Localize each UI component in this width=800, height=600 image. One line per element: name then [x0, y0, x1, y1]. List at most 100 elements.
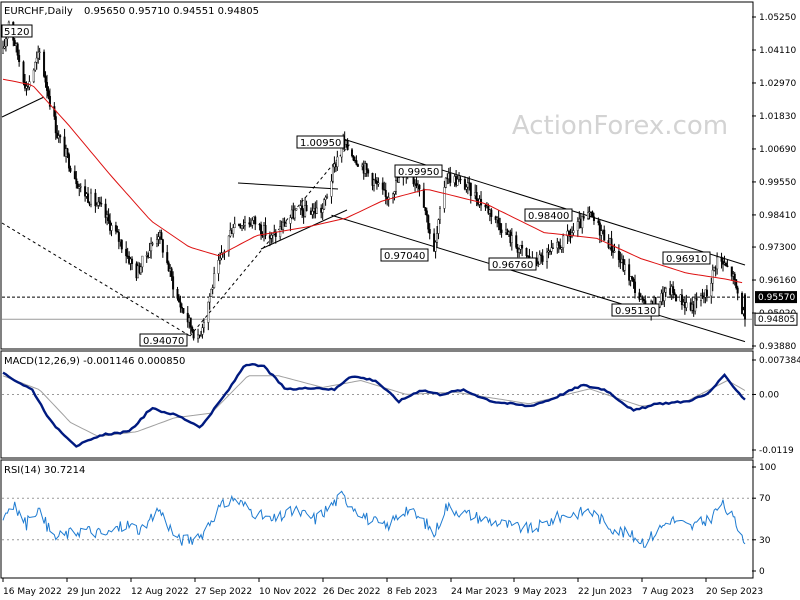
candle-body: [456, 179, 459, 186]
rsi-tick-label: 100: [759, 463, 776, 473]
candles: [2, 20, 747, 343]
candle-body: [741, 293, 744, 314]
macd-tick-label: 0.007384: [759, 356, 800, 366]
candle-body: [570, 232, 573, 237]
candle-body: [546, 251, 549, 262]
candle-body: [260, 224, 263, 235]
rsi-tick-label: 0: [759, 567, 765, 577]
candle-body: [242, 225, 245, 227]
candle-body: [434, 242, 437, 252]
candle-body: [311, 211, 314, 215]
candle-body: [393, 191, 396, 195]
candle-body: [375, 181, 378, 185]
date-tick-label: 8 Feb 2023: [387, 587, 437, 597]
candle-body: [497, 217, 500, 224]
candle-body: [293, 209, 296, 219]
candle-body: [232, 227, 235, 234]
candle-body: [37, 51, 40, 59]
candle-body: [551, 247, 554, 249]
candle-body: [98, 201, 101, 204]
annotation-0-99950: 0.99950: [394, 164, 443, 178]
candle-body: [97, 201, 100, 206]
annotation-1-05120: 5120: [1, 24, 33, 38]
candle-body: [735, 279, 738, 289]
candle-body: [326, 196, 329, 198]
price-tick-label: 0.93880: [759, 342, 796, 352]
candle-body: [107, 214, 110, 221]
candle-body: [346, 140, 349, 150]
date-tick-label: 27 Sep 2022: [195, 587, 252, 597]
macd-signal-line: [2, 375, 746, 437]
candle-body: [568, 230, 571, 235]
svg-text:0.98400: 0.98400: [528, 211, 569, 222]
candle-body: [592, 216, 595, 222]
svg-text:5120: 5120: [4, 27, 29, 38]
price-tick-label: 1.05250: [759, 13, 796, 23]
candle-body: [210, 288, 213, 297]
candle-body: [180, 306, 183, 309]
candle-body: [321, 208, 324, 213]
candle-body: [192, 331, 195, 339]
price-panel: [0, 1, 754, 350]
candle-body: [94, 192, 97, 207]
candle-body: [638, 292, 641, 300]
date-axis: 16 May 2022 29 Jun 2022 12 Aug 2022 27 Sep …: [2, 578, 763, 597]
candle-body: [155, 239, 158, 244]
candle-body: [32, 69, 35, 82]
candle-body: [330, 180, 333, 197]
rsi-tick-label: 30: [759, 536, 771, 546]
candle-body: [289, 217, 292, 224]
candle-body: [672, 286, 675, 293]
candle-body: [264, 225, 267, 236]
candle-body: [23, 81, 26, 89]
candle-body: [220, 252, 223, 259]
candle-body: [427, 215, 430, 230]
candle-body: [367, 169, 370, 174]
candle-body: [726, 265, 729, 267]
candle-body: [383, 189, 386, 191]
candle-body: [475, 192, 478, 201]
candle-body: [587, 212, 590, 219]
date-tick-label: 7 Aug 2023: [642, 587, 694, 597]
candle-body: [576, 221, 579, 231]
candle-body: [117, 232, 120, 242]
candle-body: [201, 327, 204, 335]
candle-body: [238, 223, 241, 226]
reference-lines: [2, 296, 752, 320]
candle-body: [243, 222, 246, 226]
price-tick-label: 0.96160: [759, 276, 796, 286]
candle-body: [67, 154, 70, 169]
candle-body: [271, 233, 274, 236]
macd-axis: 0.007384 0.00 -0.0119: [752, 356, 800, 456]
candle-body: [202, 322, 205, 328]
candle-body: [331, 166, 334, 182]
candle-body: [425, 210, 428, 216]
candle-body: [161, 239, 164, 253]
candle-body: [444, 177, 447, 188]
dashed-trendline-down: [1, 222, 191, 337]
candle-body: [199, 334, 202, 336]
candle-body: [95, 205, 98, 207]
annotation-0-96910: 0.96910: [662, 251, 711, 265]
candle-body: [336, 156, 339, 167]
candle-body: [641, 296, 644, 300]
candle-body: [44, 76, 47, 83]
candle-body: [365, 163, 368, 171]
candle-body: [157, 236, 160, 240]
triangle-upper-line: [237, 182, 339, 190]
candle-body: [18, 55, 21, 63]
candle-body: [701, 295, 704, 298]
candle-body: [540, 254, 543, 257]
candle-body: [623, 264, 626, 271]
svg-text:0.95130: 0.95130: [615, 306, 656, 317]
candle-body: [663, 291, 666, 301]
candle-body: [16, 43, 19, 56]
candle-body: [3, 46, 6, 49]
channel-upper-line: [341, 138, 746, 266]
candle-body: [695, 298, 698, 301]
candle-body: [377, 182, 380, 185]
candle-body: [43, 51, 46, 77]
candle-body: [591, 211, 594, 217]
price-annotations: 5120 1.00950 0.99950 0.98400 0.97040 0.9…: [1, 24, 711, 347]
candle-body: [323, 199, 326, 210]
